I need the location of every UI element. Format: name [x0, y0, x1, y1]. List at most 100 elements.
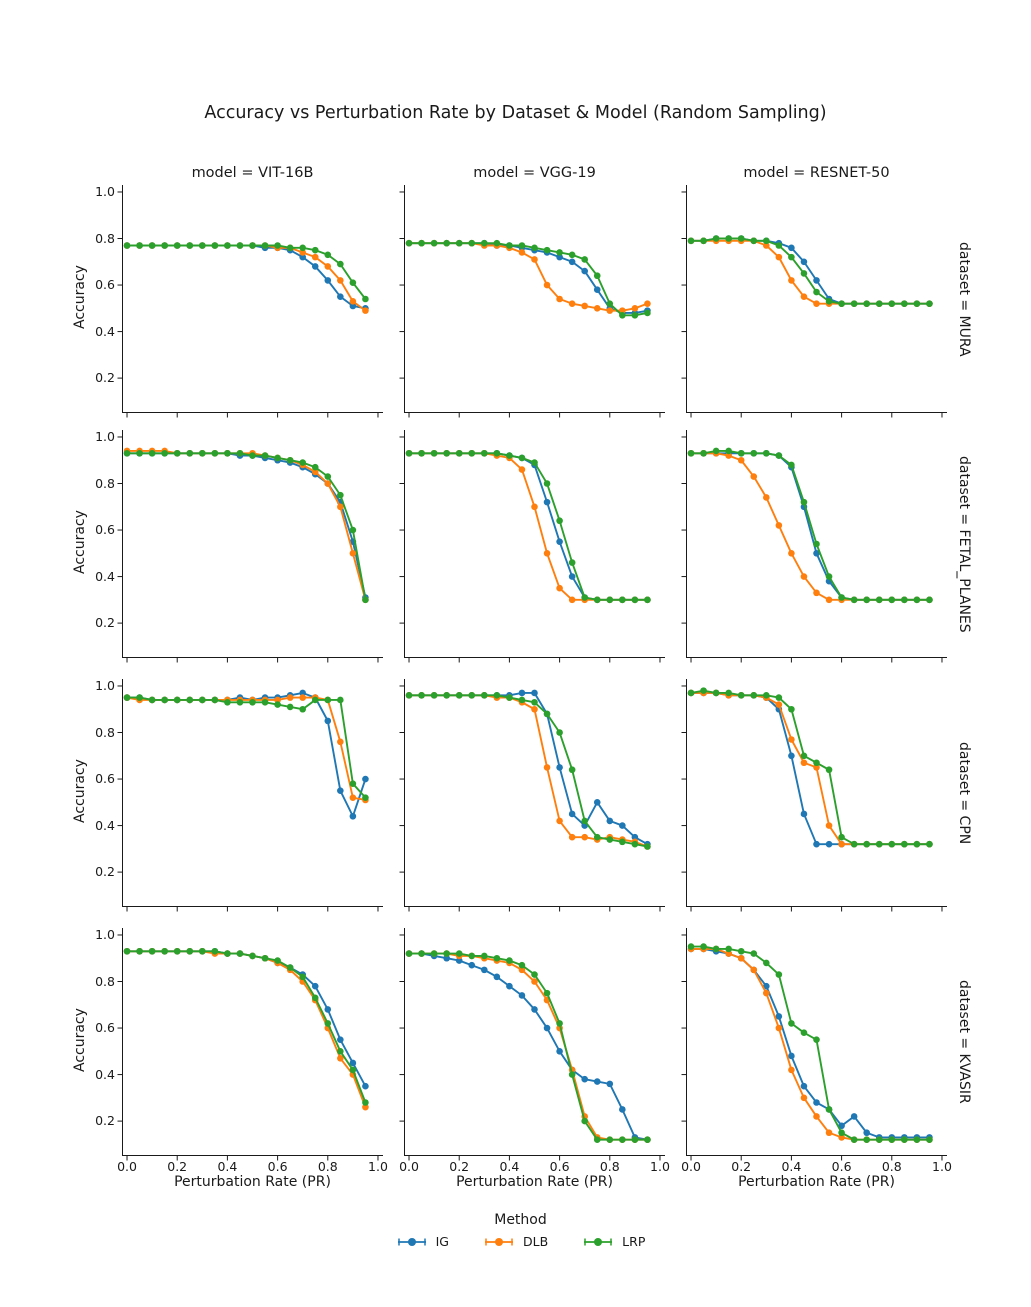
y-tick-label: 0.8 [95, 230, 115, 246]
row-label-kvasir: dataset = KVASIR [956, 980, 972, 1104]
subplot-cpn-resnet50 [681, 679, 947, 912]
plot-area [117, 928, 383, 1161]
plot-area [399, 679, 665, 912]
lrp-errorbar-marker-icon [584, 1237, 613, 1246]
x-tick-label: 1.0 [368, 1159, 388, 1174]
plot-area [681, 679, 947, 912]
x-tick-label: 0.4 [499, 1159, 520, 1174]
subplot-fetal-planes-vgg19 [399, 430, 665, 663]
plot-area [117, 185, 383, 418]
ig-errorbar-marker-icon [397, 1237, 426, 1246]
x-tick-label: 0.6 [831, 1159, 852, 1174]
column-header-resnet50: model = RESNET-50 [743, 164, 890, 181]
y-tick-label: 0.2 [95, 864, 115, 880]
plot-area [681, 185, 947, 418]
y-tick-labels: 0.2 0.4 0.6 0.8 1.0 [66, 183, 122, 413]
subplot-cpn-vgg19 [399, 679, 665, 912]
facet-row-kvasir: Accuracy 0.2 0.4 0.6 0.8 1.0 dataset = KVASI… [66, 926, 975, 1161]
y-tick-label: 0.4 [95, 1066, 115, 1082]
x-tick-label: 0.2 [731, 1159, 752, 1174]
subplot-kvasir-vit16b [117, 928, 383, 1161]
x-tick-label: 0.4 [217, 1159, 238, 1174]
subplot-kvasir-vgg19 [399, 928, 665, 1161]
figure-title: Accuracy vs Perturbation Rate by Dataset… [204, 103, 827, 123]
facet-grid: model = VIT-16B model = VGG-19 model = R… [66, 160, 975, 1250]
subplot-fetal-planes-resnet50 [681, 430, 947, 663]
plot-area [399, 928, 665, 1161]
facet-row-mura: Accuracy 0.2 0.4 0.6 0.8 1.0 dataset = MURA [66, 183, 975, 418]
plot-area [117, 430, 383, 663]
y-tick-label: 0.6 [95, 522, 115, 538]
legend-item-ig: IG [396, 1234, 449, 1249]
x-tick-label: 0.8 [317, 1159, 338, 1174]
row-label-fetal-planes: dataset = FETAL_PLANES [956, 455, 972, 633]
x-tick-label: 0.0 [399, 1159, 419, 1174]
legend-items: IG DLB [66, 1234, 975, 1249]
plot-area [681, 430, 947, 663]
plot-area [399, 185, 665, 418]
x-tick-row: 0.0 0.2 0.4 0.6 0.8 1.0 0.0 0.2 0.4 0.6 0.8 1.0 0.… [66, 1156, 975, 1174]
legend-label-ig: IG [435, 1234, 449, 1249]
subplot-fetal-planes-vit16b [117, 430, 383, 663]
x-label-row: Perturbation Rate (PR) Perturbation Rate… [66, 1174, 975, 1196]
x-tick-labels: 0.0 0.2 0.4 0.6 0.8 1.0 [399, 1156, 670, 1174]
y-tick-label: 0.8 [95, 475, 115, 491]
subplot-mura-resnet50 [681, 185, 947, 418]
facet-row-cpn: Accuracy 0.2 0.4 0.6 0.8 1.0 dataset = CPN [66, 677, 975, 912]
subplot-mura-vit16b [117, 185, 383, 418]
x-axis-label: Perturbation Rate (PR) [456, 1174, 613, 1190]
y-tick-label: 0.8 [95, 973, 115, 989]
x-tick-label: 1.0 [932, 1159, 952, 1174]
plot-area [681, 928, 947, 1161]
y-tick-labels: 0.2 0.4 0.6 0.8 1.0 [66, 926, 122, 1156]
y-tick-label: 0.4 [95, 323, 115, 339]
facet-row-fetal-planes: Accuracy 0.2 0.4 0.6 0.8 1.0 dataset = FETAL… [66, 428, 975, 663]
x-tick-label: 0.6 [549, 1159, 570, 1174]
x-tick-label: 0.0 [681, 1159, 701, 1174]
y-axis-area: Accuracy 0.2 0.4 0.6 0.8 1.0 [66, 677, 122, 907]
x-tick-labels: 0.0 0.2 0.4 0.6 0.8 1.0 [117, 1156, 388, 1174]
x-tick-label: 0.2 [167, 1159, 188, 1174]
x-tick-label: 1.0 [650, 1159, 670, 1174]
x-tick-label: 0.8 [599, 1159, 620, 1174]
legend-label-lrp: LRP [622, 1234, 646, 1249]
subplot-mura-vgg19 [399, 185, 665, 418]
y-axis-area: Accuracy 0.2 0.4 0.6 0.8 1.0 [66, 428, 122, 658]
row-label-cpn: dataset = CPN [956, 741, 972, 845]
y-tick-label: 0.4 [95, 817, 115, 833]
x-axis-label: Perturbation Rate (PR) [174, 1174, 331, 1190]
x-axis-label: Perturbation Rate (PR) [738, 1174, 895, 1190]
y-tick-labels: 0.2 0.4 0.6 0.8 1.0 [66, 428, 122, 658]
x-tick-label: 0.8 [881, 1159, 902, 1174]
y-tick-label: 0.6 [95, 771, 115, 787]
y-tick-label: 1.0 [95, 677, 115, 693]
x-tick-labels: 0.0 0.2 0.4 0.6 0.8 1.0 [681, 1156, 952, 1174]
y-tick-label: 1.0 [95, 183, 115, 199]
legend-title: Method [494, 1212, 547, 1228]
y-tick-label: 0.8 [95, 724, 115, 740]
y-tick-label: 0.6 [95, 277, 115, 293]
plot-area [399, 430, 665, 663]
x-tick-label: 0.4 [781, 1159, 802, 1174]
y-tick-label: 1.0 [95, 926, 115, 942]
subplot-kvasir-resnet50 [681, 928, 947, 1161]
subplot-cpn-vit16b [117, 679, 383, 912]
column-header-vit16b: model = VIT-16B [191, 164, 314, 181]
y-tick-labels: 0.2 0.4 0.6 0.8 1.0 [66, 677, 122, 907]
y-tick-label: 0.2 [95, 1113, 115, 1129]
x-tick-label: 0.6 [267, 1159, 288, 1174]
y-tick-label: 1.0 [95, 428, 115, 444]
plot-area [117, 679, 383, 912]
x-tick-label: 0.2 [449, 1159, 470, 1174]
legend: Method IG [66, 1212, 975, 1249]
legend-item-dlb: DLB [483, 1234, 548, 1249]
x-tick-label: 0.0 [117, 1159, 137, 1174]
legend-item-lrp: LRP [582, 1234, 645, 1249]
column-headers: model = VIT-16B model = VGG-19 model = R… [66, 160, 975, 185]
y-axis-area: Accuracy 0.2 0.4 0.6 0.8 1.0 [66, 926, 122, 1156]
legend-label-dlb: DLB [523, 1234, 549, 1249]
row-label-mura: dataset = MURA [956, 241, 972, 357]
y-tick-label: 0.2 [95, 615, 115, 631]
y-tick-label: 0.2 [95, 370, 115, 386]
